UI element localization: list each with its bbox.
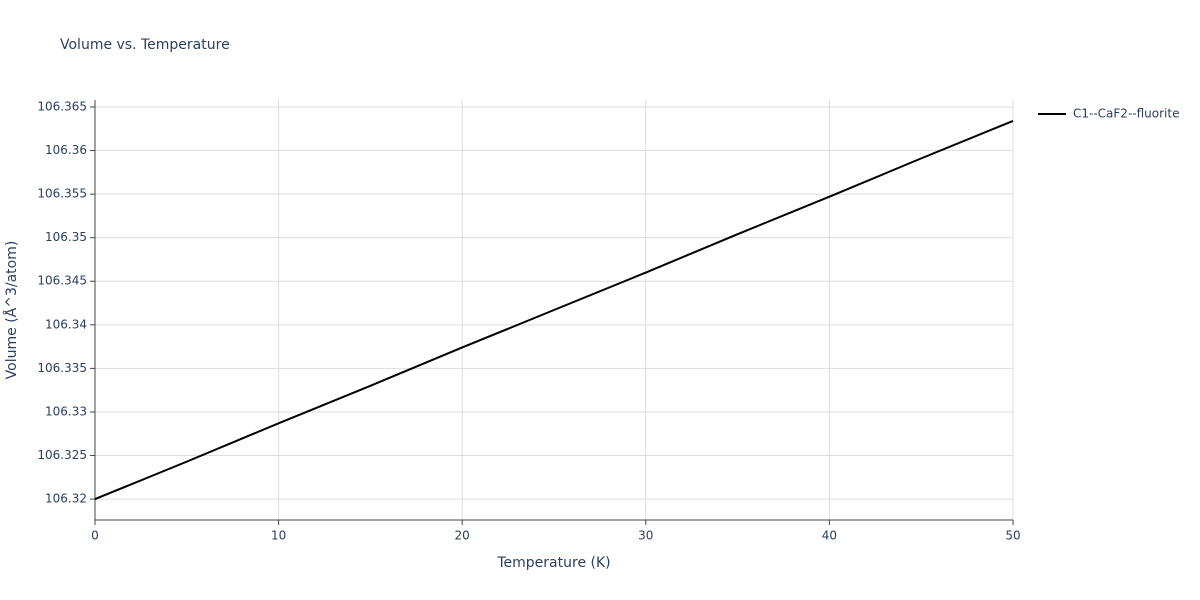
line-series [94,119,1014,501]
y-axis-title: Volume (Å^3/atom) [3,241,20,380]
y-tick-label: 106.365 [37,99,87,113]
x-tick-label: 20 [455,529,470,543]
y-tick-label: 106.34 [45,317,87,331]
y-tick-label: 106.345 [37,274,87,288]
x-tick-label: 10 [271,529,286,543]
x-tick-label: 40 [822,529,837,543]
y-tick-label: 106.335 [37,361,87,375]
x-tick-label: 0 [91,529,99,543]
y-tick-label: 106.36 [45,143,87,157]
y-tick-label: 106.325 [37,448,87,462]
y-tick-label: 106.32 [45,492,87,506]
chart-title: Volume vs. Temperature [60,37,230,53]
y-tick-label: 106.355 [37,187,87,201]
x-tick-label: 30 [638,529,653,543]
legend-label: C1--CaF2--fluorite [1073,107,1179,121]
y-tick-label: 106.35 [45,230,87,244]
x-axis-title: Temperature (K) [496,555,610,571]
x-tick-label: 50 [1005,529,1020,543]
y-tick-label: 106.33 [45,404,87,418]
